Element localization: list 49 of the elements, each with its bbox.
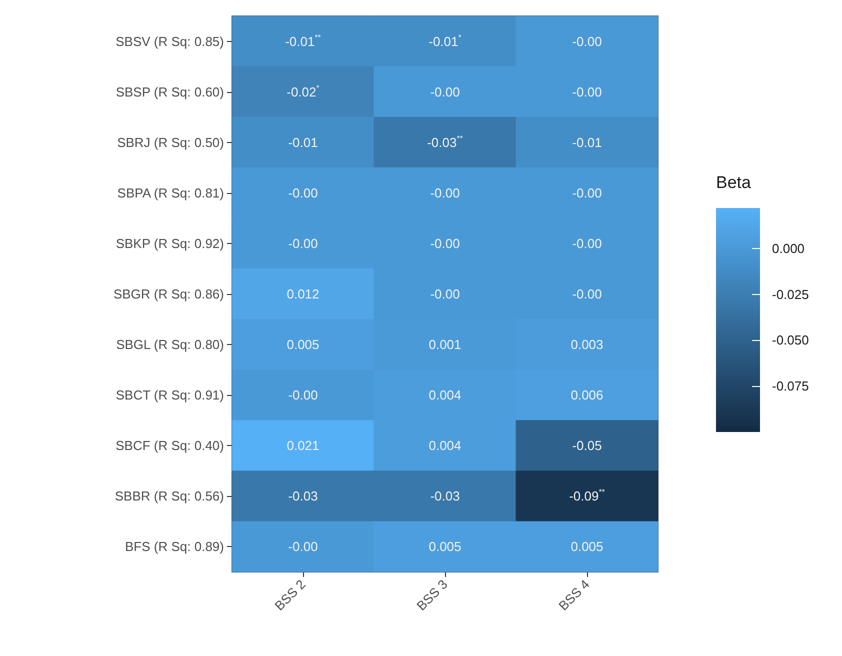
data-label: -0.05 bbox=[572, 438, 602, 454]
data-label: -0.00 bbox=[288, 185, 318, 200]
data-label: 0.005 bbox=[570, 539, 604, 554]
data-label: 0.004 bbox=[428, 438, 462, 454]
data-label: 0.004 bbox=[428, 388, 462, 403]
data-label: -0.03 bbox=[288, 488, 318, 504]
data-label: -0.00 bbox=[572, 34, 602, 49]
data-label: -0.00 bbox=[430, 236, 460, 251]
data-label: -0.03** bbox=[427, 134, 463, 150]
y-tick-label: SBCF (R Sq: 0.40) bbox=[116, 438, 224, 454]
data-label: -0.00 bbox=[430, 84, 460, 100]
y-tick-label: SBGL (R Sq: 0.80) bbox=[116, 337, 224, 352]
color-bar-label: -0.050 bbox=[772, 332, 809, 348]
color-bar-label: 0.000 bbox=[772, 240, 805, 256]
y-tick-label: SBKP (R Sq: 0.92) bbox=[116, 236, 224, 251]
y-tick-label: SBCT (R Sq: 0.91) bbox=[116, 388, 224, 403]
data-label: 0.005 bbox=[428, 539, 462, 554]
y-tick-label: SBRJ (R Sq: 0.50) bbox=[117, 134, 224, 150]
data-label: -0.02* bbox=[286, 83, 320, 100]
data-label: 0.006 bbox=[570, 388, 604, 403]
data-label: -0.03 bbox=[430, 488, 460, 504]
y-tick-label: SBSV (R Sq: 0.85) bbox=[116, 34, 224, 49]
data-label: -0.00 bbox=[572, 286, 602, 302]
data-label: -0.00 bbox=[430, 286, 460, 302]
data-label: -0.00 bbox=[288, 236, 318, 251]
y-tick-label: SBPA (R Sq: 0.81) bbox=[117, 185, 224, 200]
data-label: -0.01** bbox=[285, 32, 321, 49]
color-bar-title: Beta bbox=[716, 173, 752, 192]
y-tick-label: BFS (R Sq: 0.89) bbox=[125, 539, 224, 554]
data-label: -0.09** bbox=[569, 488, 605, 504]
data-label: 0.001 bbox=[428, 337, 462, 352]
color-bar-label: -0.025 bbox=[772, 286, 809, 302]
data-label: -0.00 bbox=[572, 84, 602, 100]
data-label: -0.00 bbox=[572, 236, 602, 251]
y-tick-label: SBGR (R Sq: 0.86) bbox=[113, 286, 224, 302]
data-label: 0.021 bbox=[286, 438, 320, 454]
data-label: 0.003 bbox=[570, 337, 604, 352]
data-label: 0.012 bbox=[286, 286, 320, 302]
color-bar-label: -0.075 bbox=[772, 378, 809, 394]
y-tick-label: SBSP (R Sq: 0.60) bbox=[116, 84, 224, 100]
data-label: 0.005 bbox=[286, 337, 320, 352]
data-label: -0.00 bbox=[430, 185, 460, 200]
data-label: -0.01 bbox=[572, 134, 602, 150]
data-label: -0.00 bbox=[288, 539, 318, 554]
data-label: -0.00 bbox=[288, 388, 318, 403]
data-label: -0.01 bbox=[288, 134, 318, 150]
y-tick-label: SBBR (R Sq: 0.56) bbox=[114, 488, 224, 504]
data-label: -0.00 bbox=[572, 185, 602, 200]
data-label: -0.01* bbox=[428, 32, 462, 49]
